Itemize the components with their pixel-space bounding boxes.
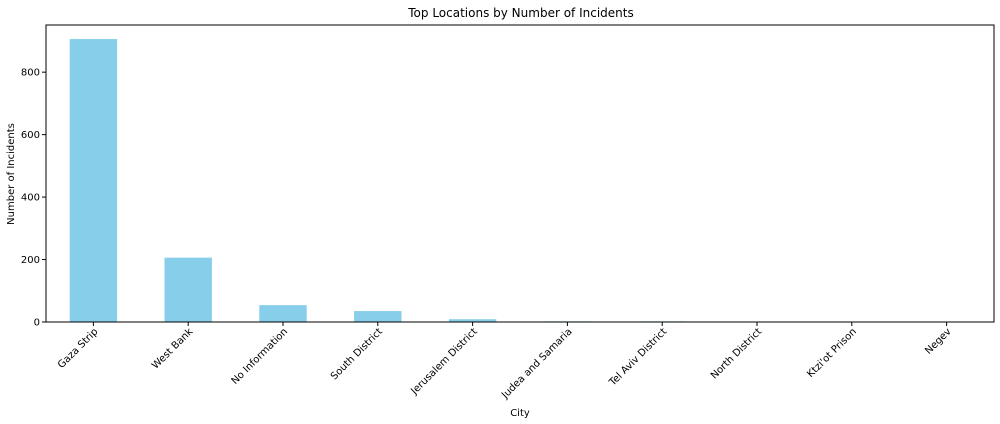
x-tick-label: Tel Aviv District [607,326,670,389]
bars-group [69,39,971,323]
y-tick-label: 800 [21,68,40,79]
bar-west-bank [164,257,212,322]
x-tick-label: North District [709,326,764,381]
x-tick-label: Ktzi'ot Prison [805,326,859,380]
x-tick-label: No Information [230,326,291,387]
bar-no-information [259,305,307,322]
chart-title: Top Locations by Number of Incidents [407,6,633,20]
bar-jerusalem-district [448,319,497,322]
y-axis-ticks: 0 200 400 600 800 [21,68,46,329]
x-tick-label: Gaza Strip [56,326,101,371]
y-tick-label: 400 [21,193,40,204]
y-tick-label: 200 [21,255,40,266]
y-tick-label: 0 [34,318,40,329]
x-tick-label: Jerusalem District [409,326,480,397]
bar-south-district [354,311,402,322]
x-axis-label: City [510,408,530,419]
bar-gaza-strip [69,39,118,323]
y-tick-label: 600 [21,130,40,141]
x-tick-label: Negev [923,326,953,356]
x-tick-label: Judea and Samaria [499,326,574,401]
x-tick-label: West Bank [150,326,195,371]
y-axis-label: Number of Incidents [6,123,17,225]
x-tick-label: South District [329,326,385,382]
x-axis-ticks: Gaza Strip West Bank No Information South D… [56,322,954,402]
plot-frame [45,24,995,323]
